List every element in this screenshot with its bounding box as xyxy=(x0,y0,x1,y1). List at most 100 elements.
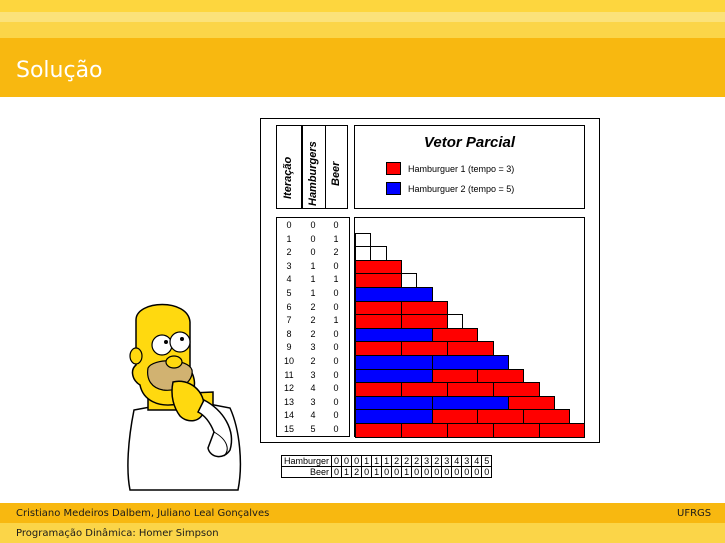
beer-cell: 0 xyxy=(451,466,463,478)
vector-block xyxy=(355,232,372,248)
vector-block xyxy=(355,273,402,288)
vector-block xyxy=(400,273,418,288)
beer-cell: 0 xyxy=(381,466,393,478)
hamburger-row-label: Hamburger xyxy=(280,455,333,467)
cell-beer: 0 xyxy=(333,342,339,353)
vector-block xyxy=(523,409,571,424)
header-beer: Beer xyxy=(330,161,342,186)
cell-iteracao: 8 xyxy=(286,328,292,339)
beer-cell: 0 xyxy=(431,466,443,478)
legend-swatch-hamburguer-1 xyxy=(386,162,401,175)
cell-beer: 0 xyxy=(333,220,339,230)
vector-block xyxy=(446,382,494,397)
beer-cell: 0 xyxy=(471,466,483,478)
header-hamburgers: Hamburgers xyxy=(307,141,319,206)
vector-block xyxy=(355,327,433,343)
vector-block xyxy=(492,382,540,397)
vector-block xyxy=(400,423,448,438)
hamburger-cell: 1 xyxy=(381,455,393,467)
beer-cell: 0 xyxy=(421,466,433,478)
cell-iteracao: 12 xyxy=(283,383,294,394)
vector-block xyxy=(431,395,509,411)
cell-iteracao: 11 xyxy=(284,369,294,380)
vector-block xyxy=(355,300,402,316)
cell-hamburgers: 1 xyxy=(310,288,316,298)
vector-block xyxy=(431,355,509,370)
cell-iteracao: 2 xyxy=(286,247,292,258)
cell-beer: 0 xyxy=(333,260,339,271)
cell-hamburgers: 4 xyxy=(310,410,316,421)
cell-beer: 0 xyxy=(333,301,339,312)
vector-block xyxy=(400,300,448,316)
cell-beer: 0 xyxy=(333,396,339,407)
footer-bottom xyxy=(0,523,725,543)
vector-block xyxy=(355,287,433,302)
chart-title: Vetor Parcial xyxy=(423,134,516,151)
title-bar xyxy=(0,38,725,97)
vector-block xyxy=(538,423,586,438)
vector-block xyxy=(355,341,402,356)
cell-iteracao: 14 xyxy=(283,410,294,421)
header-panel-hamburgers: Hamburgers xyxy=(302,125,326,209)
vector-block xyxy=(355,423,402,438)
footer-top xyxy=(0,503,725,523)
header-panel-beer: Beer xyxy=(325,125,348,209)
legend-swatch-hamburguer-2 xyxy=(386,182,401,195)
cell-beer: 1 xyxy=(333,233,339,244)
vector-block xyxy=(400,341,448,356)
vector-block xyxy=(355,382,402,397)
cell-beer: 0 xyxy=(333,424,339,434)
footer-authors: Cristiano Medeiros Dalbem, Juliano Leal … xyxy=(16,508,270,519)
cell-hamburgers: 2 xyxy=(310,315,316,326)
cell-hamburgers: 0 xyxy=(310,247,316,258)
hamburger-cell: 5 xyxy=(481,455,493,467)
vector-block xyxy=(431,409,479,424)
vector-block xyxy=(355,409,433,424)
vector-block xyxy=(446,341,494,356)
header-panel-iteracao: Iteração xyxy=(276,125,302,209)
numbers-panel: 0 0 0 1 0 1 2 0 2 3 1 0 4 1 1 5 1 0 6 2 0 7 2 1 8 2 0 9 3 0 10 2 0 11 3 0 12… xyxy=(276,217,350,437)
legend-panel: Vetor Parcial Hamburguer 1 (tempo = 3) H… xyxy=(354,125,585,209)
cell-hamburgers: 4 xyxy=(310,383,316,394)
vector-block xyxy=(492,423,540,438)
vector-block xyxy=(400,382,448,397)
hamburger-cell: 4 xyxy=(451,455,463,467)
cell-hamburgers: 2 xyxy=(310,356,316,366)
hamburger-cell: 1 xyxy=(371,455,383,467)
cell-beer: 1 xyxy=(333,274,339,285)
cell-hamburgers: 2 xyxy=(310,301,316,312)
beer-cell: 0 xyxy=(331,466,343,478)
legend-label-hamburguer-1: Hamburguer 1 (tempo = 3) xyxy=(408,164,515,174)
legend-label-hamburguer-2: Hamburguer 2 (tempo = 5) xyxy=(408,184,515,194)
beer-cell: 0 xyxy=(361,466,373,478)
vector-block xyxy=(355,314,402,329)
cell-iteracao: 6 xyxy=(286,301,292,312)
hamburger-cell: 3 xyxy=(441,455,453,467)
cell-iteracao: 3 xyxy=(286,260,292,271)
cell-beer: 0 xyxy=(333,328,339,339)
beer-cell: 1 xyxy=(371,466,383,478)
cell-beer: 0 xyxy=(333,288,339,298)
cell-beer: 0 xyxy=(333,369,339,380)
beer-cell: 0 xyxy=(411,466,423,478)
beer-cell: 1 xyxy=(341,466,353,478)
cell-beer: 0 xyxy=(333,410,339,421)
bars-panel xyxy=(354,217,586,438)
footer-subtitle: Programação Dinâmica: Homer Simpson xyxy=(16,528,219,539)
beer-row-label: Beer xyxy=(280,466,333,478)
beer-cell: 2 xyxy=(351,466,363,478)
hamburger-cell: 4 xyxy=(471,455,483,467)
cell-beer: 2 xyxy=(333,247,339,258)
cell-iteracao: 7 xyxy=(286,315,292,326)
vector-block xyxy=(431,327,479,343)
hamburger-cell: 2 xyxy=(401,455,413,467)
cell-beer: 0 xyxy=(333,383,339,394)
vector-block xyxy=(400,314,448,329)
hamburger-cell: 2 xyxy=(431,455,443,467)
footer-institution: UFRGS xyxy=(677,508,712,519)
cell-hamburgers: 1 xyxy=(310,260,316,271)
hamburger-cell: 0 xyxy=(341,455,353,467)
vector-block xyxy=(508,395,555,411)
